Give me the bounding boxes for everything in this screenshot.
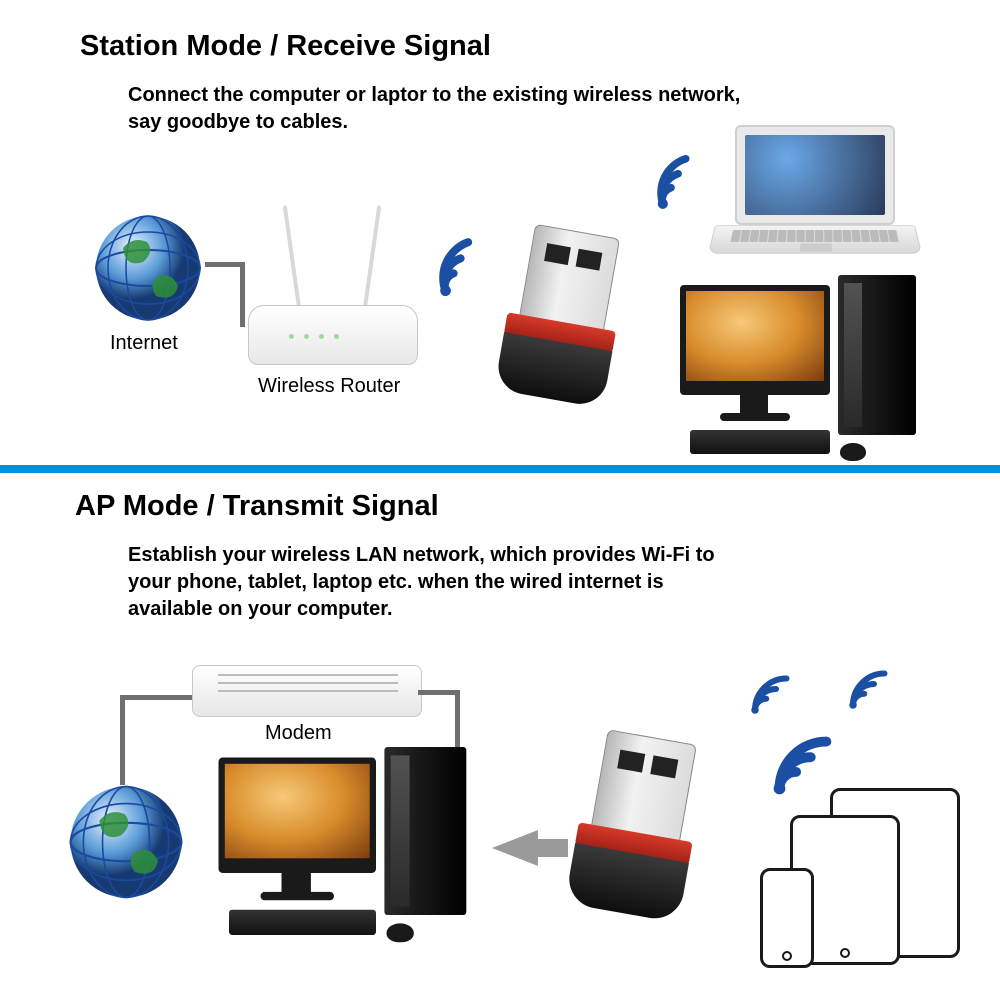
desktop-pc-icon [680, 275, 940, 475]
router-antenna-icon [283, 205, 302, 310]
arrow-left-icon [492, 830, 538, 866]
section1-description: Connect the computer or laptor to the ex… [128, 82, 740, 136]
wireless-router-icon [248, 305, 418, 365]
section1-title: Station Mode / Receive Signal [80, 30, 491, 63]
phone-icon [760, 868, 814, 968]
router-label: Wireless Router [258, 375, 400, 398]
wifi-signal-icon [410, 222, 500, 312]
router-antenna-icon [363, 205, 382, 310]
cable-line [205, 262, 245, 267]
usb-adapter-icon [554, 725, 719, 924]
section2-description: Establish your wireless LAN network, whi… [128, 542, 715, 623]
modem-label: Modem [265, 722, 332, 745]
wifi-signal-icon [740, 665, 800, 730]
cable-line [120, 700, 125, 785]
section-divider [0, 465, 1000, 473]
cable-line [120, 695, 195, 700]
usb-adapter-icon [484, 220, 642, 410]
internet-label: Internet [110, 332, 178, 355]
globe-icon [88, 208, 208, 328]
desktop-pc-icon [219, 747, 492, 957]
section2-title: AP Mode / Transmit Signal [75, 490, 439, 523]
cable-line [240, 262, 245, 327]
wifi-signal-icon [838, 660, 898, 725]
cable-line [418, 690, 460, 695]
globe-icon [62, 778, 182, 898]
laptop-icon [715, 125, 915, 275]
modem-icon [192, 665, 422, 717]
wifi-signal-icon [631, 139, 719, 227]
